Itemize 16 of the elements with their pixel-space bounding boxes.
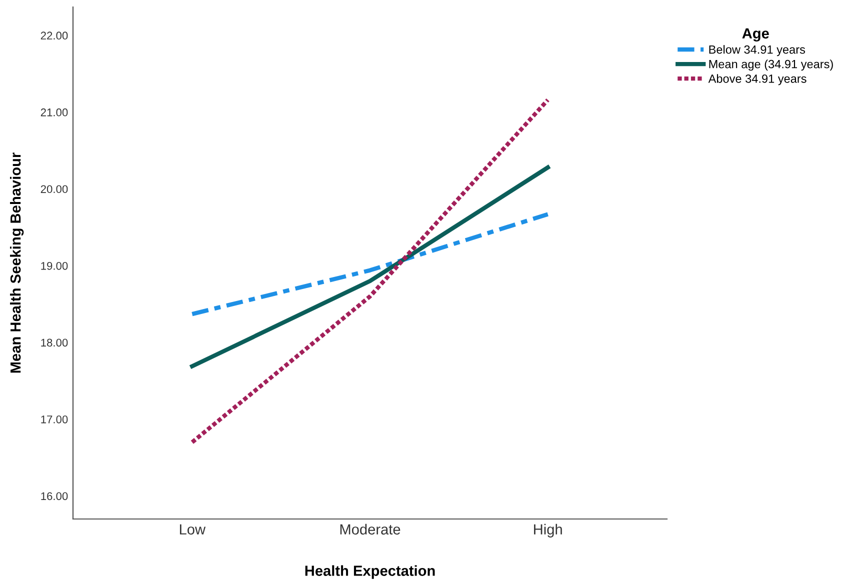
x-tick-label: Moderate (340, 524, 400, 535)
legend-label: Below 34.91 years (709, 45, 806, 56)
y-tick-label: 19.00 (41, 262, 68, 270)
y-tick-label: 16.00 (41, 492, 68, 500)
legend-title: Age (742, 28, 769, 42)
x-axis-title: Health Expectation (305, 565, 435, 579)
legend-label: Above 34.91 years (708, 74, 806, 86)
y-tick-label: 18.00 (41, 338, 68, 347)
y-axis-title: Mean Health Seeking Behaviour (10, 152, 24, 373)
y-tick-label: 21.00 (40, 108, 68, 116)
x-tick-label: High (534, 524, 562, 538)
y-tick-label: 22.00 (40, 32, 68, 40)
y-tick-label: 20.00 (40, 185, 68, 194)
y-tick-label: 17.00 (41, 415, 68, 424)
x-tick-label: Low (180, 524, 206, 535)
legend-label: Mean age (34.91 years) (709, 60, 833, 71)
